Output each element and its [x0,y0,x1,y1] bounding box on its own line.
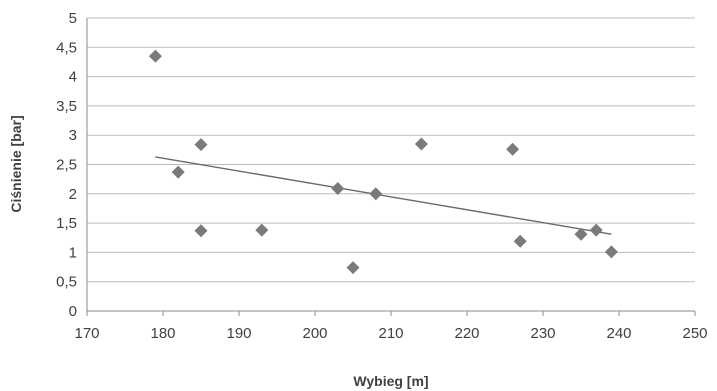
data-point [414,137,428,151]
gridlines [87,17,695,283]
trendline [155,156,612,235]
data-point [369,187,383,201]
x-tick-label: 180 [150,325,175,342]
y-tick-label: 2,5 [56,157,77,174]
y-tick-label: 4 [69,69,77,86]
data-point [194,138,208,152]
y-axis-title: Ciśnienie [bar] [8,115,24,212]
x-tick-labels: 170 180 190 200 210 220 230 240 250 [74,325,707,342]
y-tick-label: 5 [69,10,77,27]
x-tick-label: 230 [530,325,555,342]
x-tick-label: 250 [682,325,707,342]
y-tick-labels: 0 0,5 1 1,5 2 2,5 3 3,5 4 4,5 5 [56,10,77,320]
y-tick-label: 0,5 [56,274,77,291]
x-tick-label: 200 [302,325,327,342]
data-point [148,49,162,63]
y-tick-label: 1,5 [56,215,77,232]
data-point [589,223,603,237]
data-point [346,261,360,275]
x-tick-label: 240 [606,325,631,342]
x-tick-label: 170 [74,325,99,342]
x-tick-label: 210 [378,325,403,342]
x-tick-label: 220 [454,325,479,342]
axes [86,18,696,316]
data-point [255,223,269,237]
data-points [148,49,618,275]
data-point [506,142,520,156]
trendline-group [155,156,612,235]
y-tick-label: 1 [69,244,77,261]
data-point [194,224,208,238]
data-point [513,234,527,248]
data-point [604,245,618,259]
y-tick-label: 4,5 [56,39,77,56]
y-tick-label: 0 [69,303,77,320]
data-point [331,182,345,196]
data-point [171,165,185,179]
x-axis-title: Wybieg [m] [353,373,428,389]
y-tick-label: 3 [69,127,77,144]
data-point [574,227,588,241]
x-tick-label: 190 [226,325,251,342]
y-tick-label: 2 [69,186,77,203]
y-tick-label: 3,5 [56,98,77,115]
